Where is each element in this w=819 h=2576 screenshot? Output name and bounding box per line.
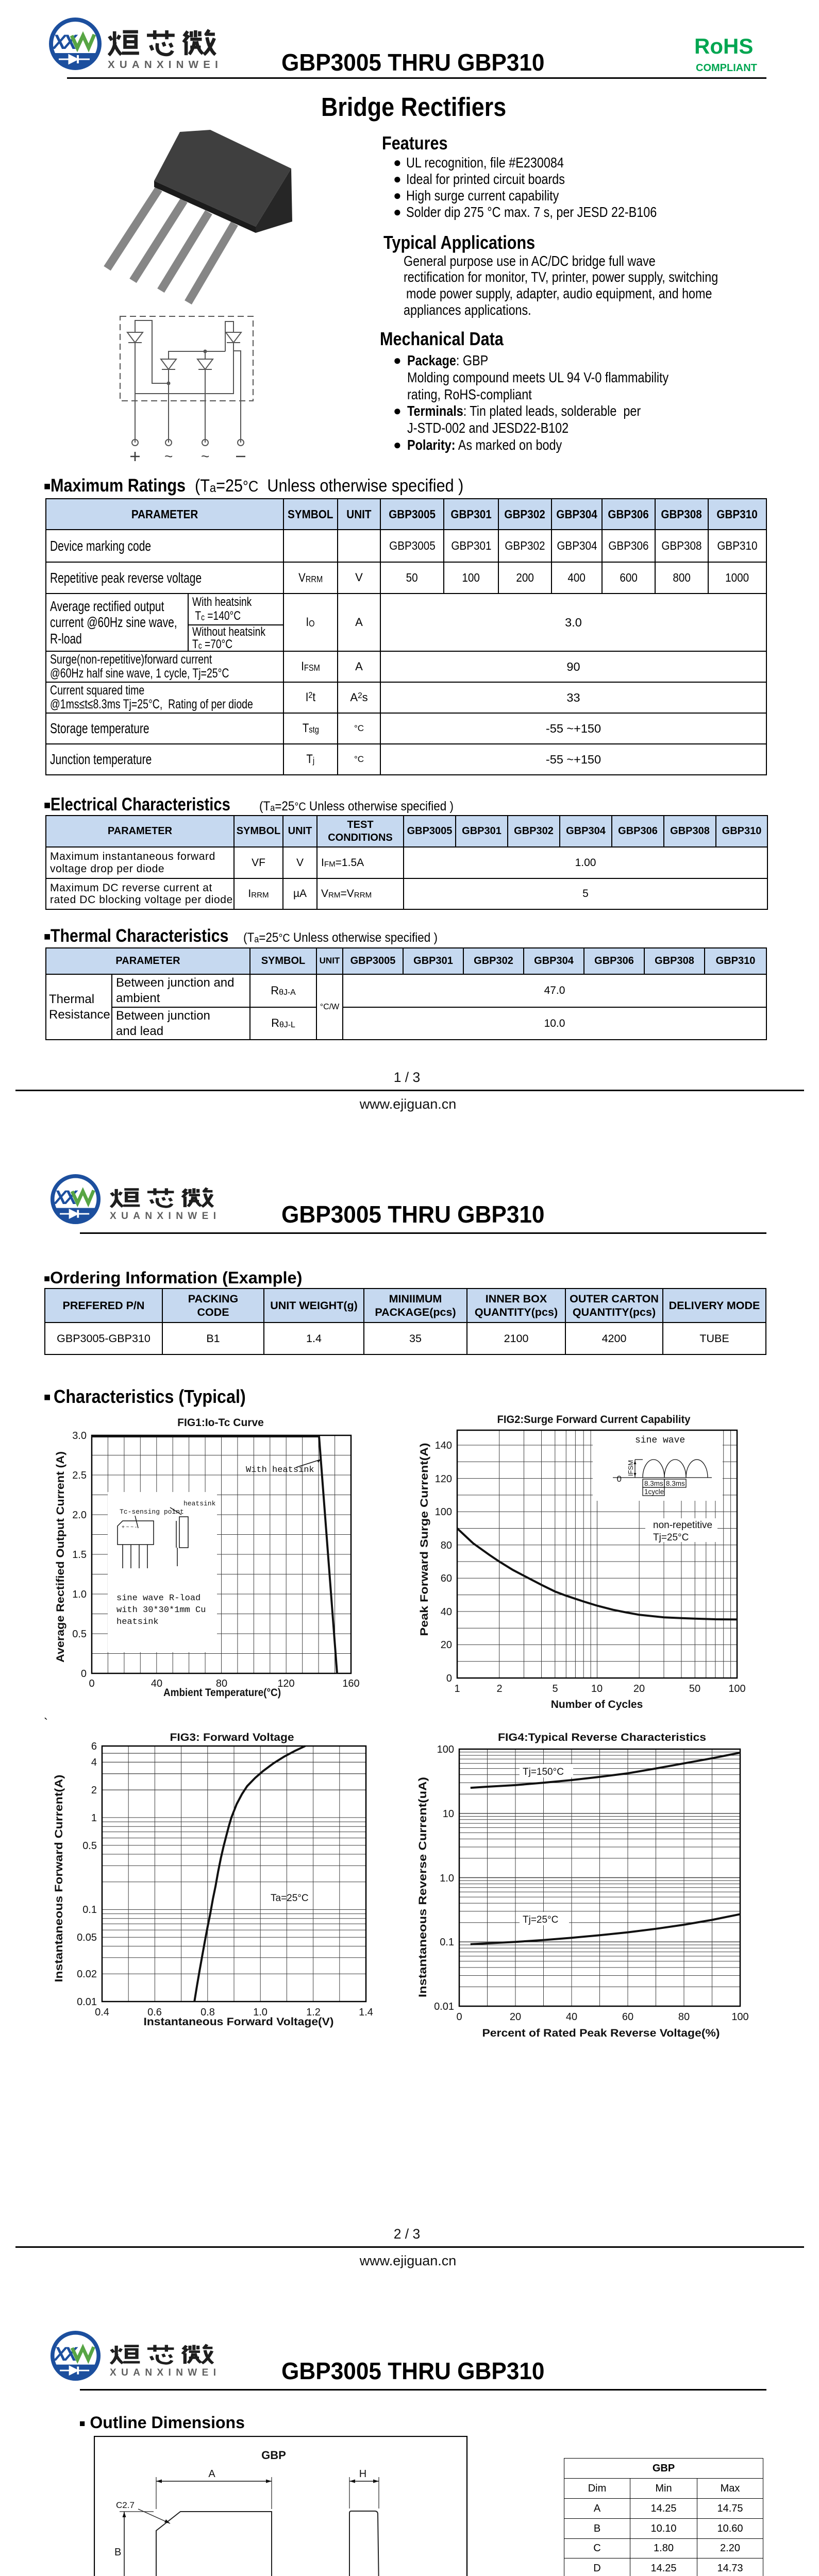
svg-text:100: 100 bbox=[728, 1683, 745, 1694]
svg-text:80: 80 bbox=[678, 2011, 690, 2023]
svg-text:0.5: 0.5 bbox=[72, 1629, 87, 1640]
svg-text:1.0: 1.0 bbox=[253, 2007, 268, 2018]
svg-text:A: A bbox=[208, 2468, 215, 2480]
svg-text:Tj=25°C: Tj=25°C bbox=[523, 1914, 558, 1925]
svg-text:1.4: 1.4 bbox=[359, 2007, 373, 2018]
svg-text:with 30*30*1mm Cu: with 30*30*1mm Cu bbox=[116, 1605, 206, 1615]
svg-text:heatsink: heatsink bbox=[183, 1500, 216, 1507]
svg-text:100: 100 bbox=[435, 1506, 452, 1518]
svg-text:80: 80 bbox=[216, 1678, 227, 1689]
svg-text:120: 120 bbox=[277, 1678, 294, 1689]
svg-text:80: 80 bbox=[441, 1540, 452, 1551]
svg-text:2.0: 2.0 bbox=[72, 1510, 87, 1521]
svg-text:FIG2:Surge Forward Current Cap: FIG2:Surge Forward Current Capability bbox=[497, 1414, 691, 1426]
svg-text:heatsink: heatsink bbox=[116, 1617, 159, 1627]
svg-text:FIG3: Forward Voltage: FIG3: Forward Voltage bbox=[170, 1732, 294, 1743]
svg-text:40: 40 bbox=[151, 1678, 162, 1689]
svg-text:2: 2 bbox=[91, 1785, 97, 1796]
svg-text:120: 120 bbox=[435, 1473, 452, 1485]
svg-text:B: B bbox=[114, 2547, 121, 2558]
svg-text:0.8: 0.8 bbox=[200, 2007, 215, 2018]
svg-text:0.01: 0.01 bbox=[77, 1996, 97, 2008]
svg-text:160: 160 bbox=[342, 1678, 359, 1689]
svg-text:0.4: 0.4 bbox=[95, 2007, 109, 2018]
svg-text:0: 0 bbox=[617, 1474, 622, 1484]
svg-text:FIG4:Typical Reverse Character: FIG4:Typical Reverse Characteristics bbox=[498, 1732, 706, 1743]
svg-text:Instantaneous Forward Voltage(: Instantaneous Forward Voltage(V) bbox=[144, 2016, 334, 2028]
svg-text:0.1: 0.1 bbox=[440, 1937, 454, 1948]
svg-text:0.02: 0.02 bbox=[77, 1969, 97, 1980]
svg-text:FIG1:Io-Tc Curve: FIG1:Io-Tc Curve bbox=[177, 1417, 264, 1429]
svg-text:6: 6 bbox=[91, 1741, 97, 1752]
svg-text:1: 1 bbox=[91, 1812, 97, 1824]
svg-text:1.0: 1.0 bbox=[72, 1589, 87, 1600]
svg-text:~: ~ bbox=[164, 448, 173, 464]
svg-text:Average Rectified Output Curre: Average Rectified Output Current (A) bbox=[55, 1451, 66, 1663]
svg-text:0.1: 0.1 bbox=[82, 1904, 97, 1916]
svg-text:0.5: 0.5 bbox=[82, 1840, 97, 1852]
svg-text:10: 10 bbox=[591, 1683, 603, 1694]
svg-text:sine wave R-load: sine wave R-load bbox=[116, 1594, 200, 1603]
svg-text:1.5: 1.5 bbox=[72, 1549, 87, 1561]
svg-text:~: ~ bbox=[201, 448, 209, 464]
svg-text:0.6: 0.6 bbox=[147, 2007, 162, 2018]
svg-text:Instantaneous Forward Current(: Instantaneous Forward Current(A) bbox=[53, 1775, 65, 1982]
svg-text:2: 2 bbox=[496, 1683, 502, 1694]
svg-text:Tc-sensing point: Tc-sensing point bbox=[120, 1508, 184, 1516]
svg-text:20: 20 bbox=[441, 1639, 452, 1651]
svg-text:Percent of Rated Peak Reverse: Percent of Rated Peak Reverse Voltage(%) bbox=[482, 2027, 720, 2039]
svg-text:20: 20 bbox=[510, 2011, 521, 2023]
svg-text:100: 100 bbox=[731, 2011, 748, 2023]
svg-text:0: 0 bbox=[89, 1678, 94, 1689]
svg-text:8.3ms: 8.3ms bbox=[666, 1480, 685, 1487]
svg-text:60: 60 bbox=[441, 1573, 452, 1584]
svg-text:Ta=25°C: Ta=25°C bbox=[271, 1893, 309, 1904]
svg-text:50: 50 bbox=[689, 1683, 700, 1694]
svg-text:0.05: 0.05 bbox=[77, 1932, 97, 1943]
svg-text:Tj=25°C: Tj=25°C bbox=[653, 1532, 689, 1543]
svg-text:40: 40 bbox=[566, 2011, 577, 2023]
svg-text:0.01: 0.01 bbox=[434, 2001, 454, 2012]
svg-text:Tj=150°C: Tj=150°C bbox=[523, 1767, 564, 1777]
svg-text:3.0: 3.0 bbox=[72, 1430, 87, 1442]
svg-text:40: 40 bbox=[441, 1606, 452, 1618]
svg-text:Peak Forward Surge Current(A): Peak Forward Surge Current(A) bbox=[419, 1443, 430, 1636]
svg-text:1.0: 1.0 bbox=[440, 1873, 454, 1884]
svg-text:60: 60 bbox=[622, 2011, 633, 2023]
svg-text:non-repetitive: non-repetitive bbox=[653, 1520, 712, 1531]
svg-text:1: 1 bbox=[454, 1683, 460, 1694]
svg-text:Ambient Temperature(°C): Ambient Temperature(°C) bbox=[163, 1687, 281, 1699]
svg-text:Instantaneous Reverse Current(: Instantaneous Reverse Current(uA) bbox=[417, 1777, 429, 1997]
svg-text:+ ~ ~ -: + ~ ~ - bbox=[122, 1524, 137, 1530]
svg-text:0: 0 bbox=[446, 1673, 452, 1684]
svg-text:H: H bbox=[359, 2468, 366, 2480]
svg-text:10: 10 bbox=[443, 1808, 454, 1820]
svg-text:IFSM: IFSM bbox=[627, 1460, 634, 1476]
svg-text:Number of Cycles: Number of Cycles bbox=[551, 1699, 643, 1710]
svg-text:100: 100 bbox=[437, 1744, 454, 1755]
svg-text:8.3ms: 8.3ms bbox=[644, 1480, 663, 1487]
svg-text:0: 0 bbox=[81, 1668, 87, 1680]
svg-text:2.5: 2.5 bbox=[72, 1470, 87, 1481]
svg-text:5: 5 bbox=[552, 1683, 558, 1694]
svg-text:20: 20 bbox=[633, 1683, 645, 1694]
svg-text:0: 0 bbox=[456, 2011, 462, 2023]
svg-text:With heatsink: With heatsink bbox=[246, 1465, 314, 1475]
svg-text:1cycle: 1cycle bbox=[644, 1488, 664, 1496]
svg-text:4: 4 bbox=[91, 1757, 97, 1768]
svg-text:GBP: GBP bbox=[261, 2449, 286, 2462]
svg-text:140: 140 bbox=[435, 1440, 452, 1451]
svg-text:C2.7: C2.7 bbox=[116, 2500, 135, 2510]
svg-text:sine wave: sine wave bbox=[635, 1435, 685, 1446]
svg-text:1.2: 1.2 bbox=[306, 2007, 321, 2018]
